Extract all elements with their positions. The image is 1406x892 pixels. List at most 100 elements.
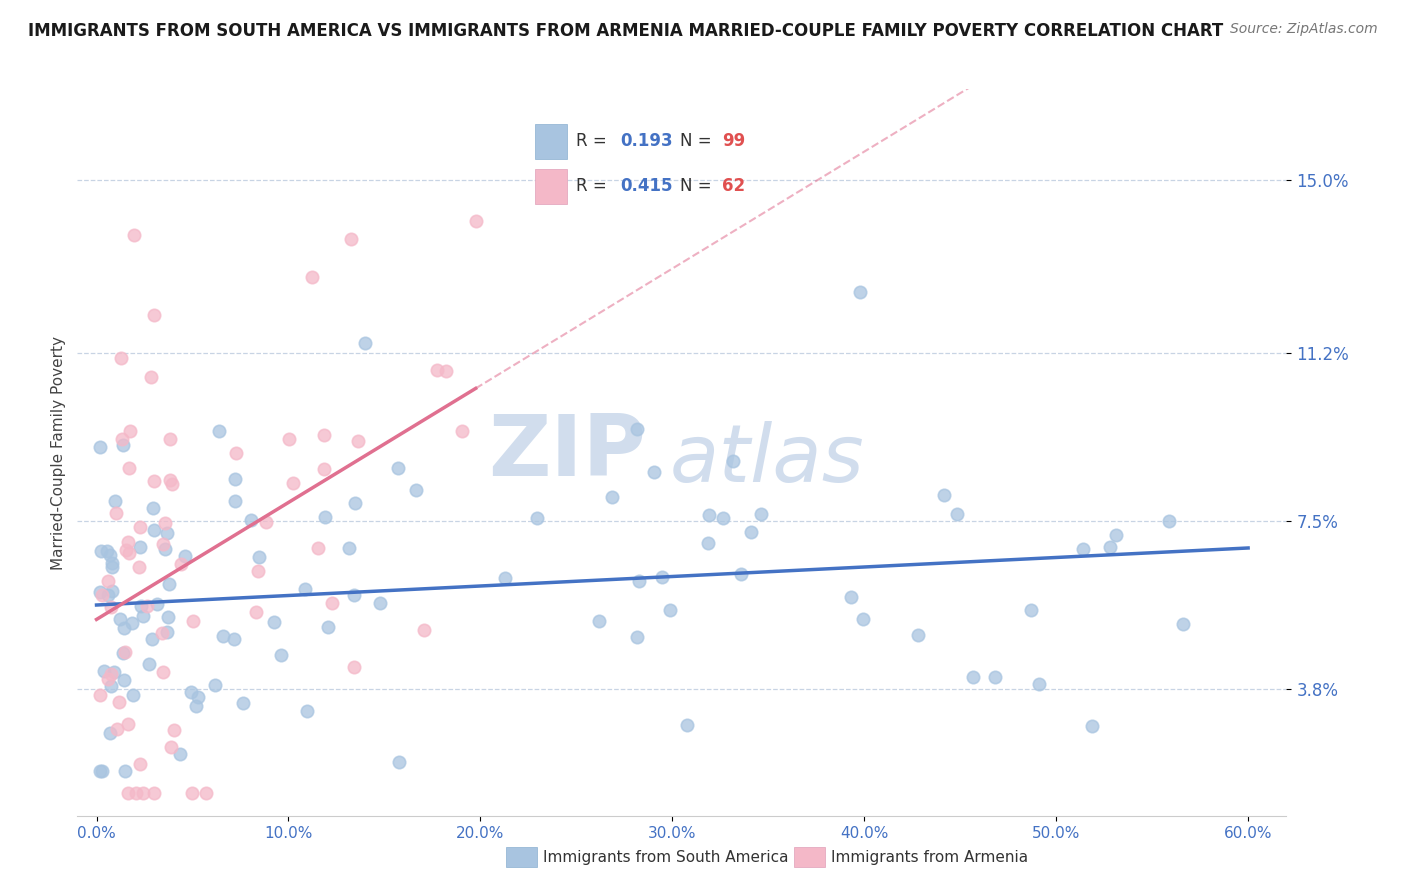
- Point: [129, 540, 152, 554]
- Point: [112, 646, 135, 660]
- Text: 0.415: 0.415: [621, 178, 673, 195]
- Point: [1028, 677, 1050, 691]
- Point: [129, 519, 152, 533]
- Point: [321, 596, 343, 610]
- Point: [89, 764, 111, 778]
- Point: [405, 483, 427, 498]
- Point: [89, 688, 111, 702]
- Point: [246, 564, 269, 578]
- Point: [984, 670, 1007, 684]
- Point: [254, 515, 277, 529]
- Point: [111, 432, 134, 446]
- Point: [104, 506, 127, 520]
- Point: [101, 556, 124, 570]
- Point: [1105, 527, 1128, 541]
- Point: [110, 351, 132, 366]
- Point: [343, 588, 366, 602]
- Point: [117, 787, 139, 801]
- Point: [143, 787, 166, 801]
- FancyBboxPatch shape: [534, 124, 567, 159]
- Text: ZIP: ZIP: [488, 411, 645, 494]
- Point: [100, 667, 122, 681]
- Point: [696, 536, 718, 550]
- Text: Immigrants from Armenia: Immigrants from Armenia: [831, 850, 1028, 864]
- Text: 99: 99: [721, 132, 745, 150]
- Text: Immigrants from South America: Immigrants from South America: [543, 850, 789, 864]
- Point: [112, 621, 135, 635]
- Point: [387, 461, 409, 475]
- Point: [301, 270, 323, 285]
- Point: [91, 588, 114, 602]
- Point: [314, 510, 336, 524]
- Point: [848, 285, 870, 300]
- Point: [464, 214, 486, 228]
- Point: [263, 615, 285, 629]
- Point: [159, 432, 181, 446]
- Text: atlas: atlas: [669, 421, 865, 499]
- Point: [129, 599, 152, 613]
- Point: [187, 690, 209, 704]
- Point: [526, 511, 548, 525]
- Text: N =: N =: [681, 178, 717, 195]
- Point: [98, 726, 121, 740]
- Point: [658, 603, 681, 617]
- Point: [962, 670, 984, 684]
- Point: [626, 630, 648, 644]
- Point: [346, 434, 368, 449]
- Point: [1159, 514, 1181, 528]
- Point: [434, 364, 457, 378]
- Point: [124, 228, 146, 243]
- Point: [294, 582, 316, 596]
- Point: [278, 432, 301, 446]
- Point: [156, 525, 179, 540]
- Point: [316, 620, 339, 634]
- Point: [159, 473, 181, 487]
- Point: [96, 544, 118, 558]
- Point: [354, 336, 377, 351]
- Point: [711, 511, 734, 525]
- Point: [307, 541, 329, 555]
- Point: [141, 632, 163, 647]
- Point: [224, 493, 246, 508]
- Text: 0.193: 0.193: [621, 132, 673, 150]
- Point: [184, 698, 207, 713]
- Point: [907, 627, 929, 641]
- Point: [749, 507, 772, 521]
- Point: [1173, 616, 1195, 631]
- Point: [343, 660, 366, 674]
- Point: [118, 461, 141, 475]
- Point: [146, 597, 169, 611]
- Point: [159, 739, 181, 754]
- Point: [224, 472, 246, 486]
- Point: [118, 545, 141, 559]
- Point: [945, 507, 967, 521]
- Text: 62: 62: [721, 178, 745, 195]
- Point: [174, 549, 197, 564]
- Point: [740, 524, 762, 539]
- Point: [103, 665, 125, 679]
- Point: [169, 747, 191, 761]
- Point: [114, 764, 136, 778]
- Point: [101, 560, 124, 574]
- Point: [97, 673, 120, 687]
- Point: [118, 424, 141, 438]
- Point: [1081, 719, 1104, 733]
- FancyBboxPatch shape: [534, 169, 567, 204]
- Point: [852, 612, 875, 626]
- Point: [426, 363, 449, 377]
- Point: [170, 557, 193, 571]
- Point: [128, 560, 150, 574]
- Point: [114, 543, 136, 558]
- Point: [98, 548, 121, 562]
- Point: [142, 500, 165, 515]
- Point: [283, 476, 305, 491]
- Point: [588, 615, 610, 629]
- Point: [90, 764, 112, 778]
- Point: [143, 308, 166, 322]
- Point: [247, 549, 270, 564]
- Text: R =: R =: [576, 132, 613, 150]
- Point: [337, 541, 360, 556]
- Point: [934, 488, 956, 502]
- Point: [93, 664, 115, 678]
- Text: N =: N =: [681, 132, 717, 150]
